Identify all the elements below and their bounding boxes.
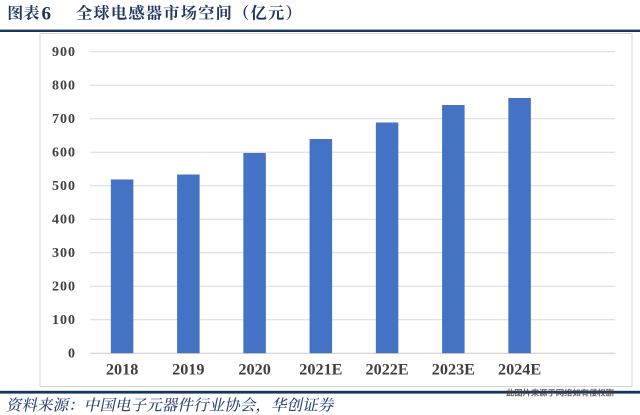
svg-text:500: 500 <box>52 179 76 194</box>
svg-text:300: 300 <box>52 246 76 261</box>
svg-text:400: 400 <box>52 213 76 228</box>
svg-text:2021E: 2021E <box>299 361 342 379</box>
svg-text:200: 200 <box>52 280 76 295</box>
svg-text:900: 900 <box>52 45 76 60</box>
svg-text:2023E: 2023E <box>432 361 475 379</box>
svg-text:2019: 2019 <box>172 361 204 379</box>
svg-text:100: 100 <box>52 313 76 328</box>
svg-text:2020: 2020 <box>238 361 270 379</box>
svg-text:0: 0 <box>68 347 76 362</box>
svg-text:2018: 2018 <box>106 361 138 379</box>
svg-text:800: 800 <box>52 79 76 94</box>
svg-text:700: 700 <box>52 112 76 127</box>
svg-text:6: 6 <box>42 3 52 24</box>
svg-text:2022E: 2022E <box>366 361 409 379</box>
svg-text:2024E: 2024E <box>498 361 541 379</box>
svg-text:600: 600 <box>52 146 76 161</box>
